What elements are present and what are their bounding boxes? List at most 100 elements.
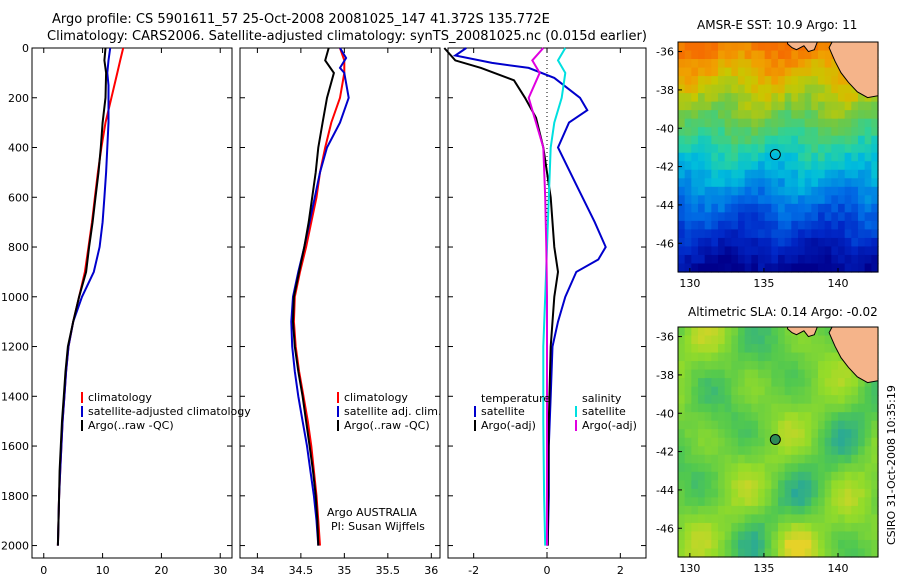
map-cell [784, 254, 792, 265]
map-cell [718, 548, 726, 558]
map-cell [711, 480, 719, 490]
map-cell [711, 229, 719, 239]
map-cell [718, 454, 726, 464]
map-cell [691, 84, 699, 94]
map-cell [824, 229, 832, 239]
map-cell [871, 254, 879, 265]
map-cell [838, 522, 846, 533]
map-cell [804, 161, 812, 171]
map-cell [804, 254, 812, 265]
map-cell [824, 505, 832, 516]
map-cell [784, 352, 792, 362]
map-cell [751, 59, 759, 69]
map-cell [751, 514, 759, 524]
map-y-tick-label: -38 [656, 84, 674, 97]
csiro-timestamp: CSIRO 31-Oct-2008 10:35:19 [885, 385, 898, 545]
map-cell [791, 246, 799, 256]
map-cell [811, 361, 819, 371]
map-cell [684, 454, 692, 464]
map-cell [864, 488, 872, 498]
map-cell [764, 229, 772, 239]
map-x-tick-label: 135 [753, 277, 774, 290]
map-cell [811, 514, 819, 524]
map-cell [704, 514, 712, 524]
map-cell [804, 488, 812, 498]
map-cell [824, 471, 832, 481]
map-cell [711, 420, 719, 430]
map-cell [711, 161, 719, 171]
map-cell [684, 220, 692, 231]
map-cell [871, 403, 879, 413]
map-cell [758, 152, 766, 162]
map-cell [731, 548, 739, 558]
map-cell [778, 497, 786, 507]
map-cell [818, 186, 826, 196]
map-cell [738, 144, 746, 154]
map-cell [864, 531, 872, 541]
map-cell [771, 471, 779, 481]
map-cell [678, 352, 686, 362]
map-cell [851, 454, 859, 464]
map-cell [791, 203, 799, 213]
map-cell [698, 454, 706, 464]
map-cell [811, 212, 819, 222]
map-cell [758, 335, 766, 345]
map-cell [798, 152, 806, 162]
map-cell [871, 127, 879, 137]
map-cell [871, 539, 879, 550]
map-cell [738, 335, 746, 345]
map-cell [718, 369, 726, 379]
map-cell [784, 195, 792, 205]
map-cell [771, 76, 779, 86]
map-cell [751, 454, 759, 464]
map-cell [811, 446, 819, 456]
map-cell [711, 237, 719, 248]
map-cell [844, 514, 852, 524]
map-cell [784, 471, 792, 481]
map-cell [831, 203, 839, 213]
map-cell [871, 514, 879, 524]
map-cell [771, 144, 779, 154]
map-cell [738, 352, 746, 362]
map-cell [704, 480, 712, 490]
map-cell [831, 369, 839, 379]
map-cell [738, 437, 746, 447]
map-cell [684, 344, 692, 354]
map-cell [844, 246, 852, 256]
map-cell [751, 386, 759, 396]
map-cell [784, 369, 792, 379]
map-cell [678, 135, 686, 145]
map-cell [818, 548, 826, 558]
map-cell [791, 110, 799, 120]
map-cell [844, 212, 852, 222]
map-cell [798, 50, 806, 60]
map-cell [811, 378, 819, 388]
map-cell [811, 50, 819, 60]
map-cell [731, 403, 739, 413]
map-cell [784, 67, 792, 77]
map-cell [778, 93, 786, 103]
map-cell [764, 50, 772, 60]
map-cell [771, 420, 779, 430]
map-cell [711, 203, 719, 213]
map-cell [838, 437, 846, 447]
map-cell [798, 237, 806, 248]
map-cell [784, 220, 792, 231]
map-cell [724, 101, 732, 111]
map-cell [744, 505, 752, 516]
map-cell [744, 386, 752, 396]
map-cell [751, 169, 759, 179]
map-cell [798, 229, 806, 239]
map-cell [831, 127, 839, 137]
map-cell [678, 169, 686, 179]
map-cell [798, 352, 806, 362]
map-cell [851, 169, 859, 179]
map-cell [751, 327, 759, 337]
map-cell [831, 344, 839, 354]
map-cell [731, 178, 739, 188]
map-cell [798, 178, 806, 188]
map-cell [691, 352, 699, 362]
map-cell [824, 42, 832, 52]
map-cell [851, 395, 859, 405]
map-cell [731, 488, 739, 498]
